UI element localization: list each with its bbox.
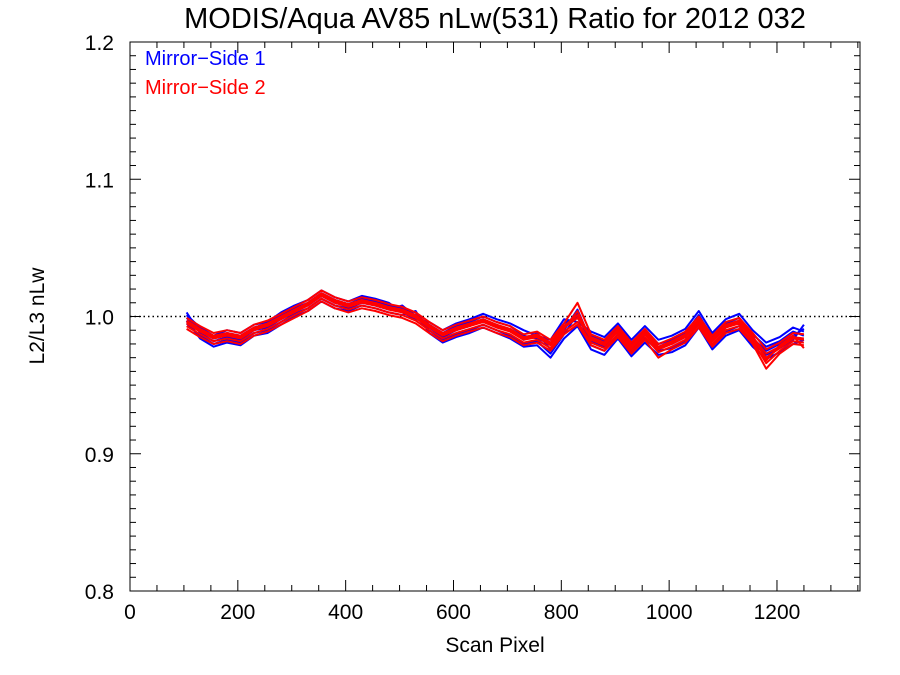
- legend-item-mirror-side-1: Mirror−Side 1: [145, 48, 266, 70]
- y-tick-label: 1.0: [85, 307, 114, 330]
- x-tick-label: 800: [544, 601, 579, 624]
- y-axis-label: L2/L3 nLw: [26, 267, 49, 365]
- y-tick-label: 1.2: [85, 32, 114, 55]
- series-line: [186, 300, 805, 370]
- series-line: [186, 294, 805, 359]
- x-tick-label: 1000: [646, 601, 693, 624]
- series-layer: [185, 289, 805, 370]
- x-tick-label: 200: [220, 601, 255, 624]
- series-line: [186, 292, 805, 362]
- axis-ticks: 0 200 400 600 800 1000 1200 0.8 0.9 1.0 1.1 1.2: [85, 32, 860, 624]
- series-2: [186, 289, 805, 370]
- x-tick-label: 400: [328, 601, 363, 624]
- x-tick-label: 0: [124, 601, 136, 624]
- y-tick-label: 0.8: [85, 581, 114, 604]
- legend-item-mirror-side-2: Mirror−Side 2: [145, 77, 266, 99]
- x-axis-label: Scan Pixel: [445, 634, 544, 657]
- x-tick-label: 1200: [754, 601, 801, 624]
- chart-title: MODIS/Aqua AV85 nLw(531) Ratio for 2012 …: [184, 3, 806, 35]
- x-tick-label: 600: [436, 601, 471, 624]
- series-line: [186, 289, 805, 351]
- series-line: [185, 289, 805, 344]
- y-tick-label: 0.9: [85, 444, 114, 467]
- series-line: [186, 297, 805, 365]
- y-tick-label: 1.1: [85, 169, 114, 192]
- plot-area-frame: [129, 41, 861, 592]
